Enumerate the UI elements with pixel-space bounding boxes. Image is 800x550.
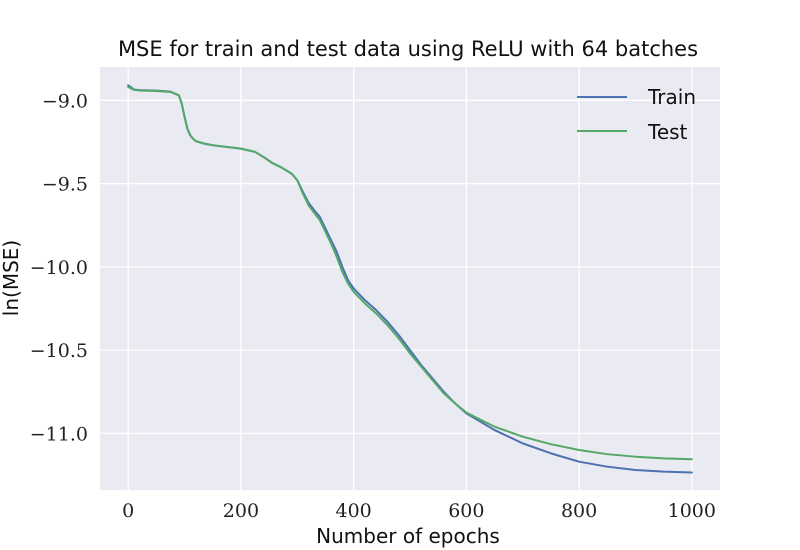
x-axis-ticks: 0 200 400 600 800 1000 [122, 500, 716, 522]
x-tick-label: 1000 [668, 500, 716, 522]
series-line-test [127, 85, 693, 461]
y-tick-label: −11.0 [30, 423, 88, 445]
y-tick-label: −10.5 [30, 340, 88, 362]
legend-label-train: Train [647, 85, 696, 109]
x-tick-label: 600 [448, 500, 484, 522]
legend: Train Test [577, 85, 696, 144]
chart-title: MSE for train and test data using ReLU w… [118, 37, 698, 61]
x-tick-label: 800 [561, 500, 597, 522]
x-tick-label: 200 [223, 500, 259, 522]
y-axis-label: ln(MSE) [0, 240, 23, 316]
x-axis-label: Number of epochs [316, 524, 500, 548]
x-tick-label: 400 [336, 500, 372, 522]
series-layer [127, 84, 693, 474]
legend-label-test: Test [647, 120, 688, 144]
y-tick-label: −9.0 [42, 90, 88, 112]
x-tick-label: 0 [122, 500, 134, 522]
y-axis-ticks: −9.0 −9.5 −10.0 −10.5 −11.0 [30, 90, 88, 445]
y-tick-label: −10.0 [30, 257, 88, 279]
y-tick-label: −9.5 [42, 174, 88, 196]
plot-area [100, 67, 720, 490]
